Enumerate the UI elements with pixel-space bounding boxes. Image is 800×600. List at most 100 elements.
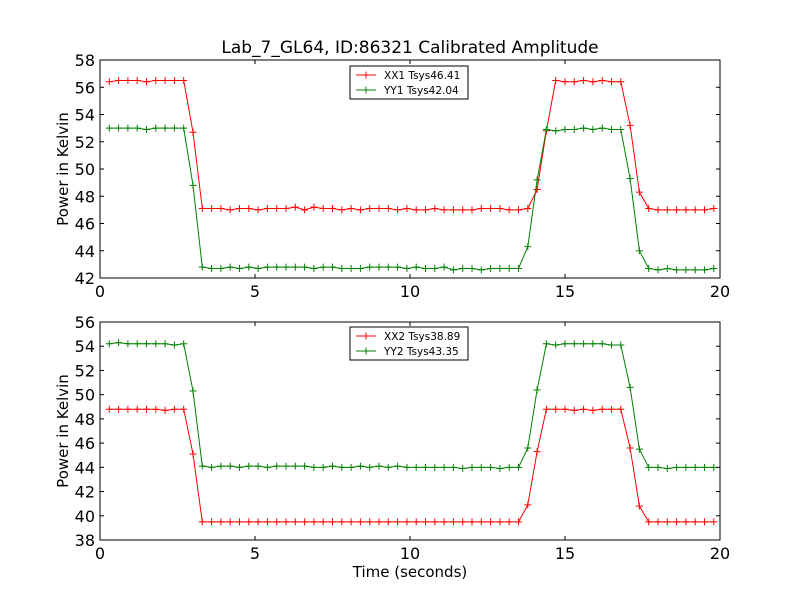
data-point [254, 462, 262, 470]
data-point [635, 445, 643, 453]
data-point [663, 264, 671, 272]
legend: XX2 Tsys38.89 YY2 Tsys43.35 [349, 326, 469, 361]
data-point [524, 501, 532, 509]
y-tick-label: 44 [75, 458, 95, 477]
data-point [384, 463, 392, 471]
x-tick-label: 5 [250, 544, 260, 563]
data-point [133, 340, 141, 348]
y-tick-label: 52 [75, 133, 95, 152]
data-point [468, 463, 476, 471]
data-point [673, 518, 681, 526]
data-point [487, 518, 495, 526]
data-point [394, 518, 402, 526]
data-point [459, 465, 467, 473]
data-point [384, 205, 392, 213]
data-point [394, 263, 402, 271]
data-point [161, 124, 169, 132]
data-point [245, 462, 253, 470]
data-point [198, 263, 206, 271]
data-point [236, 518, 243, 526]
data-point [635, 502, 643, 510]
data-point [180, 124, 188, 132]
data-point [180, 340, 188, 348]
data-point [291, 263, 299, 271]
y-tick-label: 58 [75, 51, 95, 70]
data-point [208, 463, 216, 471]
legend: XX1 Tsys46.41 YY1 Tsys42.04 [349, 65, 469, 100]
data-point [198, 462, 206, 470]
data-point [329, 263, 336, 271]
data-point [366, 205, 374, 213]
y-tick-label: 50 [75, 386, 95, 405]
data-point [552, 341, 560, 349]
data-point [431, 264, 439, 272]
data-point [412, 206, 420, 214]
data-point [589, 78, 597, 86]
data-point [282, 462, 290, 470]
data-point [170, 76, 178, 84]
y-tick-label: 50 [75, 160, 95, 179]
data-point [217, 518, 225, 526]
data-point [245, 263, 253, 271]
data-point [310, 518, 318, 526]
data-point [598, 76, 606, 84]
y-tick-label: 40 [75, 507, 95, 526]
data-point [105, 340, 113, 348]
data-point [301, 518, 309, 526]
series-markers-1 [105, 405, 718, 526]
data-point [682, 518, 690, 526]
data-point [273, 518, 281, 526]
data-point [263, 205, 271, 213]
data-point [263, 263, 271, 271]
data-point [701, 518, 708, 526]
data-point [505, 206, 513, 214]
data-point [124, 340, 132, 348]
data-point [208, 264, 216, 272]
data-point [319, 463, 327, 471]
data-point [347, 518, 355, 526]
data-point [589, 406, 597, 414]
data-point [338, 518, 346, 526]
data-point [217, 264, 225, 272]
data-point [580, 76, 588, 84]
data-point [198, 518, 206, 526]
data-point [189, 387, 197, 395]
legend-label: YY2 Tsys43.35 [383, 346, 459, 358]
data-point [319, 263, 327, 271]
data-point [654, 463, 662, 471]
data-point [477, 518, 485, 526]
data-point [635, 188, 643, 196]
y-tick-label: 52 [75, 361, 95, 380]
y-tick-label: 42 [75, 269, 95, 288]
data-point [310, 463, 318, 471]
data-point [440, 518, 448, 526]
data-point [422, 206, 429, 214]
data-point [487, 205, 495, 213]
data-point [143, 340, 150, 348]
data-point [115, 76, 123, 84]
data-point [208, 518, 216, 526]
y-tick-label: 38 [75, 531, 95, 550]
data-point [626, 175, 634, 183]
data-point [598, 340, 606, 348]
data-point [580, 340, 588, 348]
data-point [375, 205, 383, 213]
data-point [710, 205, 718, 213]
data-point [691, 206, 699, 214]
data-point [356, 264, 364, 272]
data-point [524, 205, 532, 213]
data-point [422, 518, 429, 526]
data-point [449, 463, 457, 471]
data-point [524, 444, 532, 452]
x-tick-label: 15 [555, 282, 575, 301]
data-point [347, 264, 355, 272]
data-point [356, 462, 364, 470]
data-point [570, 78, 578, 86]
y-tick-label: 54 [75, 106, 95, 125]
y-axis-label: Power in Kelvin [54, 112, 72, 226]
data-point [161, 406, 169, 414]
x-tick-label: 20 [710, 282, 730, 301]
data-point [691, 463, 699, 471]
data-point [226, 206, 234, 214]
data-point [459, 264, 467, 272]
